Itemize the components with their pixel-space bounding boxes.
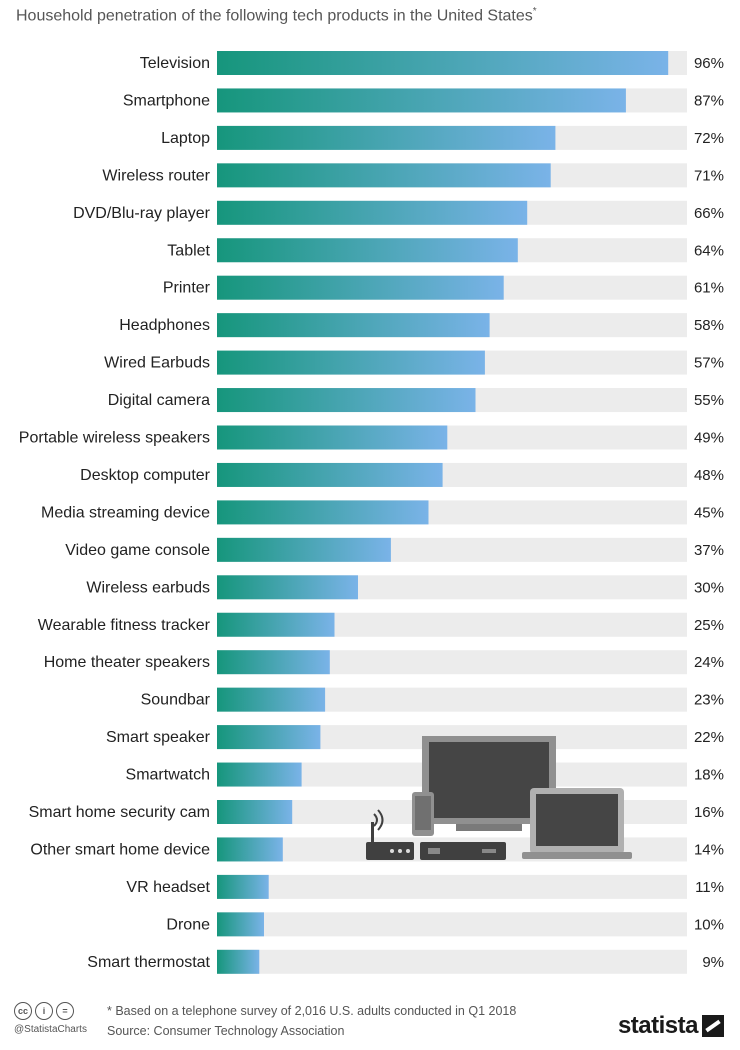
bar <box>217 800 293 824</box>
bar <box>217 238 518 263</box>
bar <box>217 313 490 338</box>
category-label: Wired Earbuds <box>104 355 210 372</box>
category-label: Wireless earbuds <box>86 579 210 596</box>
category-label: Soundbar <box>141 692 211 709</box>
value-label: 30% <box>694 579 724 596</box>
statista-logo: statista <box>618 1012 724 1040</box>
bar <box>217 874 269 899</box>
value-label: 66% <box>694 205 724 222</box>
bar <box>217 425 448 450</box>
category-label: Media streaming device <box>41 504 210 521</box>
category-label: Desktop computer <box>80 467 211 484</box>
license-icons: cc i = <box>14 1002 74 1020</box>
bar <box>217 949 260 974</box>
bar <box>217 200 528 225</box>
value-label: 22% <box>694 729 724 746</box>
value-label: 16% <box>694 804 724 821</box>
category-label: Wearable fitness tracker <box>38 617 211 634</box>
category-label: Laptop <box>161 130 210 147</box>
value-label: 10% <box>694 916 724 933</box>
value-label: 64% <box>694 242 724 259</box>
statista-logo-icon <box>702 1015 724 1037</box>
bar <box>217 388 476 413</box>
bar-track <box>217 912 687 937</box>
by-icon: i <box>35 1002 53 1020</box>
value-label: 58% <box>694 317 724 334</box>
bar <box>217 350 485 375</box>
bar <box>217 837 283 862</box>
category-label: Wireless router <box>102 167 210 184</box>
social-handle: @StatistaCharts <box>14 1024 87 1035</box>
category-label: Video game console <box>65 542 210 559</box>
bar <box>217 725 321 750</box>
cc-icon: cc <box>14 1002 32 1020</box>
devices-illustration <box>366 736 632 860</box>
category-label: Headphones <box>119 317 210 334</box>
category-label: Drone <box>166 916 210 933</box>
category-label: Home theater speakers <box>44 654 210 671</box>
value-label: 72% <box>694 130 724 147</box>
category-label: Portable wireless speakers <box>19 430 210 447</box>
bar <box>217 500 429 525</box>
value-label: 37% <box>694 542 724 559</box>
bar <box>217 125 556 150</box>
bar <box>217 762 302 787</box>
value-label: 23% <box>694 692 724 709</box>
category-label: Smart speaker <box>106 729 211 746</box>
value-label: 25% <box>694 617 724 634</box>
value-label: 48% <box>694 467 724 484</box>
bar <box>217 163 551 188</box>
value-label: 57% <box>694 355 724 372</box>
source-note: Source: Consumer Technology Association <box>107 1024 345 1038</box>
category-label: Tablet <box>167 242 210 259</box>
bar <box>217 88 626 113</box>
category-label: Other smart home device <box>30 841 210 858</box>
bar <box>217 612 335 637</box>
value-label: 61% <box>694 280 724 297</box>
category-label: Smartwatch <box>126 767 210 784</box>
bar <box>217 912 264 937</box>
value-label: 55% <box>694 392 724 409</box>
value-label: 11% <box>695 879 724 896</box>
bar <box>217 575 358 600</box>
value-label: 24% <box>694 654 724 671</box>
value-label: 87% <box>694 92 724 109</box>
category-label: Smart thermostat <box>87 954 210 971</box>
category-label: Digital camera <box>108 392 210 409</box>
bar <box>217 650 330 675</box>
value-label: 49% <box>694 430 724 447</box>
category-label: DVD/Blu-ray player <box>73 205 211 222</box>
value-label: 96% <box>694 55 724 72</box>
bar-track <box>217 874 687 899</box>
category-label: Printer <box>163 280 211 297</box>
bar <box>217 51 669 75</box>
bar <box>217 537 391 562</box>
bar <box>217 687 326 712</box>
bar-track <box>217 949 687 974</box>
nd-icon: = <box>56 1002 74 1020</box>
value-label: 14% <box>694 841 724 858</box>
value-label: 71% <box>694 167 724 184</box>
category-label: Television <box>140 55 210 72</box>
category-label: Smartphone <box>123 92 210 109</box>
bar <box>217 275 504 300</box>
chart-subtitle: Household penetration of the following t… <box>16 6 537 25</box>
category-label: Smart home security cam <box>29 804 210 821</box>
category-label: VR headset <box>126 879 210 896</box>
value-label: 9% <box>702 954 724 971</box>
value-label: 45% <box>694 504 724 521</box>
value-label: 18% <box>694 767 724 784</box>
bar <box>217 462 443 487</box>
footnote: * Based on a telephone survey of 2,016 U… <box>107 1004 517 1018</box>
